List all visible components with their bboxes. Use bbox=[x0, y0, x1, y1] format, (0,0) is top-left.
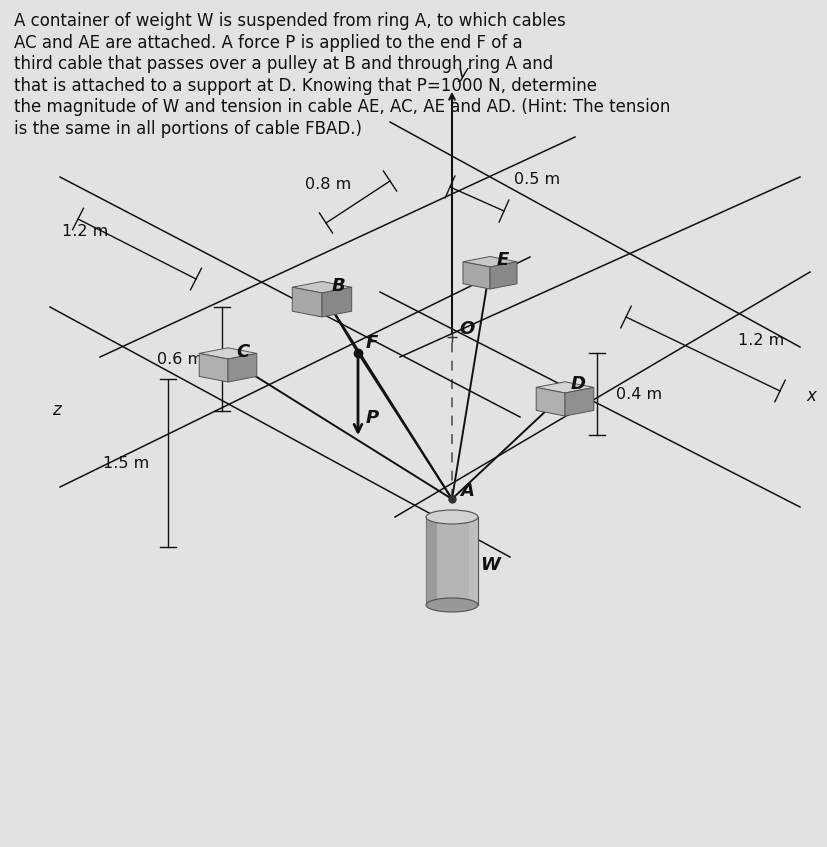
Text: 1.2 m: 1.2 m bbox=[62, 224, 108, 239]
Text: is the same in all portions of cable FBAD.): is the same in all portions of cable FBA… bbox=[14, 119, 361, 137]
Polygon shape bbox=[292, 281, 351, 293]
Text: E: E bbox=[496, 251, 509, 269]
Text: 0.4 m: 0.4 m bbox=[615, 386, 662, 401]
Text: 0.6 m: 0.6 m bbox=[157, 352, 203, 367]
Ellipse shape bbox=[425, 510, 477, 524]
Text: y: y bbox=[457, 64, 467, 82]
Text: the magnitude of W and tension in cable AE, AC, AE and AD. (Hint: The tension: the magnitude of W and tension in cable … bbox=[14, 98, 670, 116]
Ellipse shape bbox=[425, 598, 477, 612]
Text: 1.2 m: 1.2 m bbox=[737, 333, 783, 347]
Text: P: P bbox=[366, 409, 379, 427]
Polygon shape bbox=[468, 517, 477, 605]
Polygon shape bbox=[536, 382, 593, 393]
Text: D: D bbox=[571, 375, 586, 393]
Polygon shape bbox=[425, 517, 477, 605]
Polygon shape bbox=[462, 257, 516, 267]
Text: A container of weight W is suspended from ring A, to which cables: A container of weight W is suspended fro… bbox=[14, 12, 565, 30]
Polygon shape bbox=[536, 387, 564, 416]
Polygon shape bbox=[462, 262, 490, 289]
Polygon shape bbox=[490, 262, 516, 289]
Text: 1.5 m: 1.5 m bbox=[103, 456, 149, 470]
Polygon shape bbox=[564, 387, 593, 416]
Text: 0.8 m: 0.8 m bbox=[304, 176, 351, 191]
Text: O: O bbox=[458, 320, 474, 338]
Polygon shape bbox=[425, 517, 437, 605]
Text: x: x bbox=[805, 387, 815, 405]
Polygon shape bbox=[322, 287, 351, 317]
Polygon shape bbox=[292, 287, 322, 317]
Text: C: C bbox=[236, 343, 249, 361]
Polygon shape bbox=[199, 348, 256, 359]
Text: third cable that passes over a pulley at B and through ring A and: third cable that passes over a pulley at… bbox=[14, 55, 552, 73]
Text: B: B bbox=[332, 277, 346, 295]
Text: that is attached to a support at D. Knowing that P=1000 N, determine: that is attached to a support at D. Know… bbox=[14, 76, 596, 95]
Text: 0.5 m: 0.5 m bbox=[514, 171, 559, 186]
Text: A: A bbox=[460, 482, 473, 500]
Text: F: F bbox=[366, 334, 378, 352]
Text: W: W bbox=[480, 556, 500, 574]
Polygon shape bbox=[199, 353, 227, 382]
Polygon shape bbox=[227, 353, 256, 382]
Text: AC and AE are attached. A force P is applied to the end F of a: AC and AE are attached. A force P is app… bbox=[14, 34, 522, 52]
Text: z: z bbox=[52, 401, 60, 419]
